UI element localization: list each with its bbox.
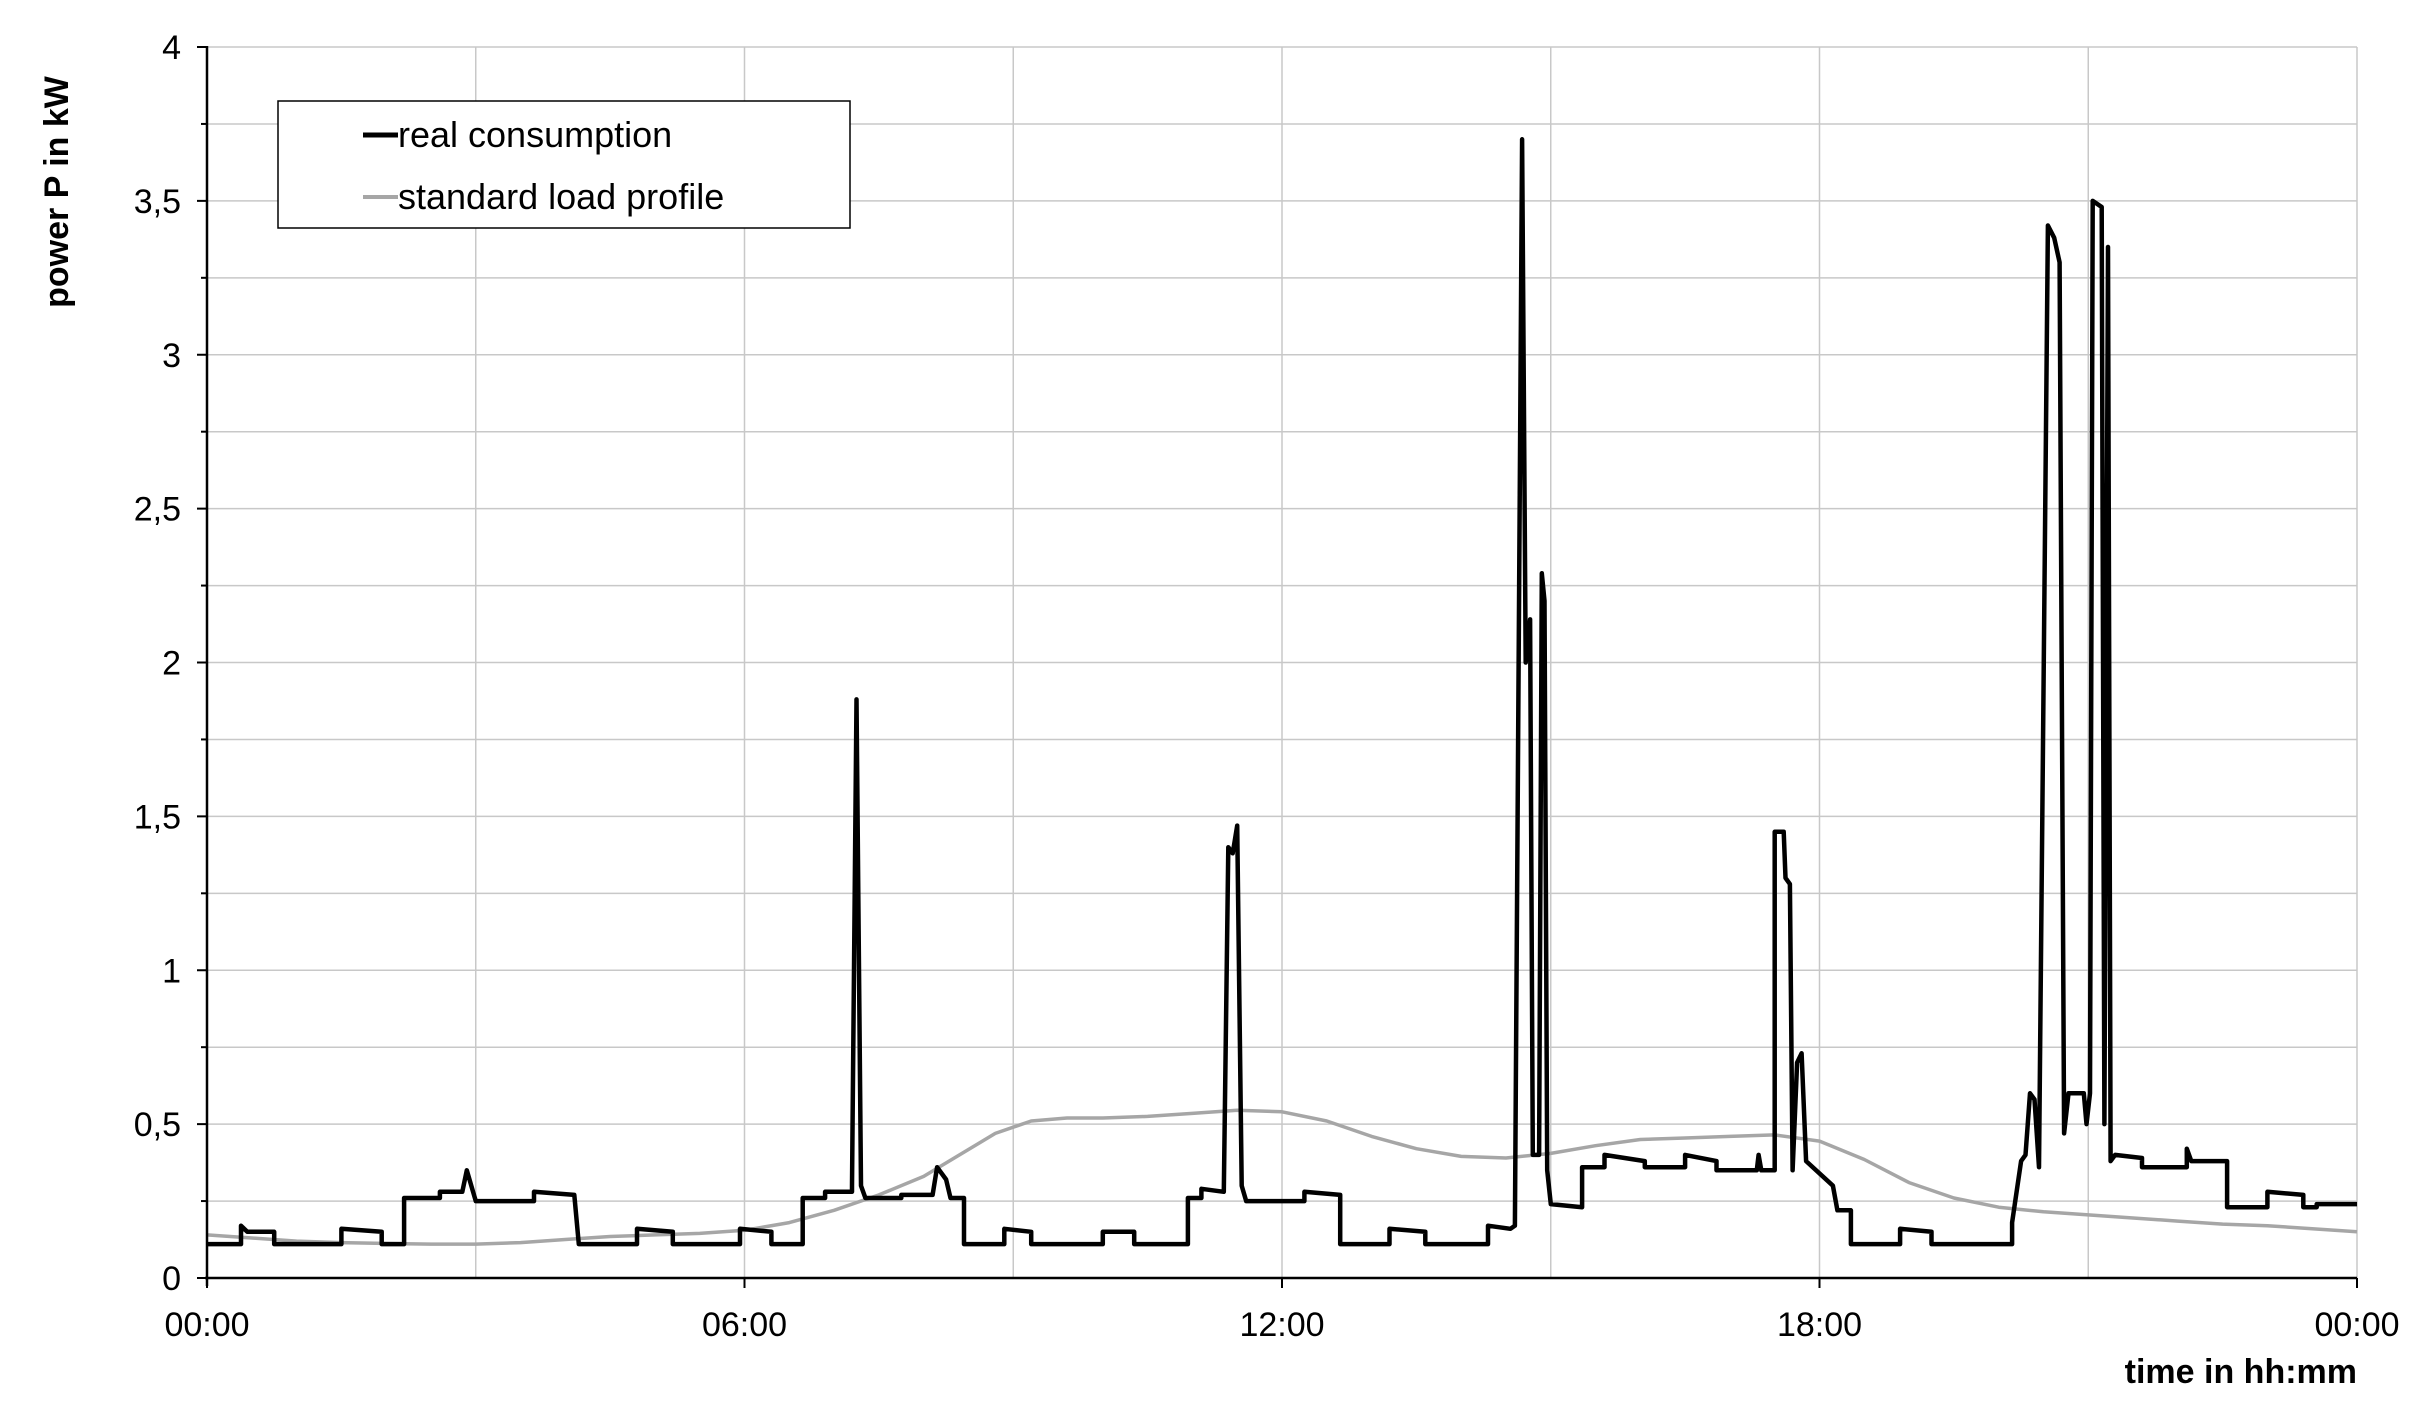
series-line-standard-load-profile <box>206 1108 2358 1246</box>
y-tick-label: 0,5 <box>134 1106 181 1144</box>
y-tick-label: 0 <box>162 1260 181 1298</box>
axes <box>197 46 2358 1288</box>
y-axis-label: power P in kW <box>38 75 76 308</box>
grid <box>207 46 2358 1278</box>
x-axis-label: time in hh:mm <box>2125 1353 2357 1391</box>
y-tick-label: 3,5 <box>134 183 181 221</box>
y-tick-label: 2 <box>162 645 181 683</box>
x-tick-label: 00:00 <box>164 1306 249 1344</box>
legend: real consumption standard load profile <box>277 100 851 229</box>
y-tick-label: 1 <box>162 952 181 990</box>
y-tick-label: 1,5 <box>134 798 181 836</box>
tick-labels: 0 0,5 1 1,5 2 2,5 3 3,5 4 00:00 06:00 12:00 18:00 00:… <box>134 29 2400 1344</box>
legend-label-real-consumption: real consumption <box>398 114 672 155</box>
x-tick-label: 06:00 <box>702 1306 787 1344</box>
x-tick-label: 18:00 <box>1777 1306 1862 1344</box>
legend-label-standard-load-profile: standard load profile <box>398 176 724 217</box>
y-tick-label: 4 <box>162 29 181 67</box>
series-layer <box>206 137 2358 1247</box>
y-tick-label: 3 <box>162 337 181 375</box>
x-tick-label: 12:00 <box>1239 1306 1324 1344</box>
series-line-real-consumption <box>207 137 2357 1247</box>
x-tick-label: 00:00 <box>2314 1306 2399 1344</box>
y-tick-label: 2,5 <box>134 491 181 529</box>
legend-box <box>277 100 851 229</box>
